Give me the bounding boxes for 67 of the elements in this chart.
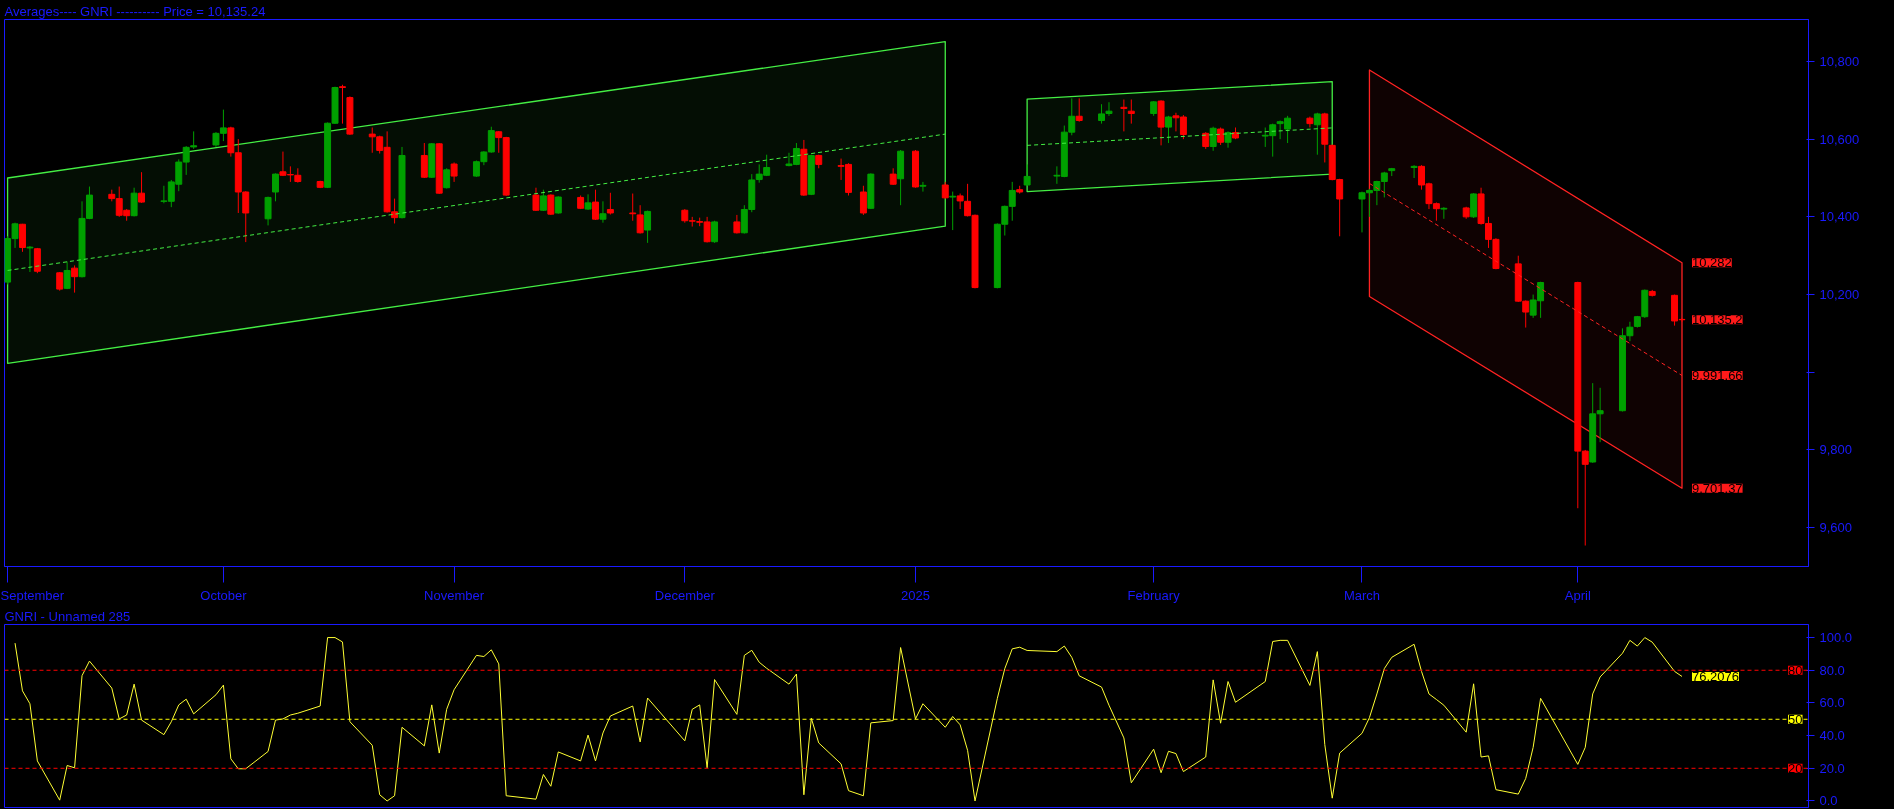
candlestick — [138, 171, 146, 204]
annotation: 10,135.2 — [1691, 312, 1743, 328]
candlestick — [19, 223, 26, 253]
candlestick — [450, 161, 458, 183]
y-tick-label: 10,400 — [1819, 209, 1860, 225]
candlestick — [272, 172, 279, 202]
candlestick — [733, 214, 741, 235]
candlestick — [130, 187, 138, 217]
candlestick — [56, 271, 64, 292]
ref-line-label: 80 — [1788, 662, 1803, 678]
x-tick-label: November — [424, 587, 485, 603]
x-tick-label: February — [1127, 587, 1181, 603]
candlestick — [859, 185, 867, 216]
y-tick-label: 9,600 — [1819, 520, 1853, 536]
line-series — [14, 637, 1683, 802]
candlestick — [33, 247, 41, 274]
candlestick — [1470, 192, 1478, 219]
y-tick-label: 60.0 — [1819, 695, 1845, 711]
candlestick — [644, 210, 652, 244]
candlestick — [1165, 115, 1172, 144]
candlestick — [26, 245, 34, 273]
y-tick-label: 0.0 — [1819, 793, 1838, 809]
candlestick — [1075, 97, 1083, 123]
chart-title: Averages---- GNRI ---------- Price = 10,135.24 — [4, 3, 266, 19]
chart-title: GNRI - Unnamed 285 — [4, 608, 131, 624]
candlestick — [599, 200, 607, 224]
y-tick-label: 10,600 — [1819, 131, 1860, 147]
candlestick — [919, 181, 927, 193]
y-tick-label: 100.0 — [1819, 630, 1853, 646]
x-tick-label: 2025 — [901, 587, 930, 603]
annotation: 9,991.66 — [1691, 367, 1743, 383]
candlestick — [1127, 99, 1135, 125]
candlestick — [949, 191, 957, 231]
candlestick — [592, 189, 599, 221]
annotation: 9,701.37 — [1691, 480, 1743, 496]
candlestick — [636, 204, 644, 235]
x-tick-label: March — [1343, 587, 1381, 603]
candlestick — [629, 193, 637, 222]
x-tick-label: September — [0, 587, 65, 603]
annotation: 76.2076 — [1691, 668, 1739, 684]
candlestick — [1209, 126, 1217, 152]
x-tick-label: October — [200, 587, 248, 603]
candlestick — [339, 84, 346, 125]
candlestick — [584, 193, 592, 211]
candlestick — [606, 192, 614, 216]
candlestick — [1313, 112, 1321, 156]
candlestick — [1023, 163, 1031, 187]
candlestick — [264, 196, 272, 226]
candlestick — [1306, 116, 1314, 128]
y-tick-label: 40.0 — [1819, 728, 1845, 744]
y-tick-label: 80.0 — [1819, 662, 1845, 678]
candlestick — [1440, 206, 1448, 220]
candlestick — [420, 142, 428, 179]
annotation: 10,282 — [1691, 255, 1732, 271]
y-tick-label: 20.0 — [1819, 760, 1845, 776]
y-tick-label: 10,800 — [1819, 53, 1860, 69]
ref-line-label: 50 — [1788, 711, 1803, 727]
x-tick-label: December — [654, 587, 716, 603]
candlestick — [71, 264, 79, 294]
y-tick-label: 10,200 — [1819, 287, 1860, 303]
x-tick-label: April — [1564, 587, 1591, 603]
candlestick — [547, 193, 555, 216]
candlestick — [1120, 99, 1128, 132]
y-tick-label: 9,800 — [1819, 442, 1853, 458]
candlestick — [63, 261, 71, 290]
ref-line-label: 20 — [1788, 760, 1803, 776]
candlestick — [1410, 164, 1418, 179]
